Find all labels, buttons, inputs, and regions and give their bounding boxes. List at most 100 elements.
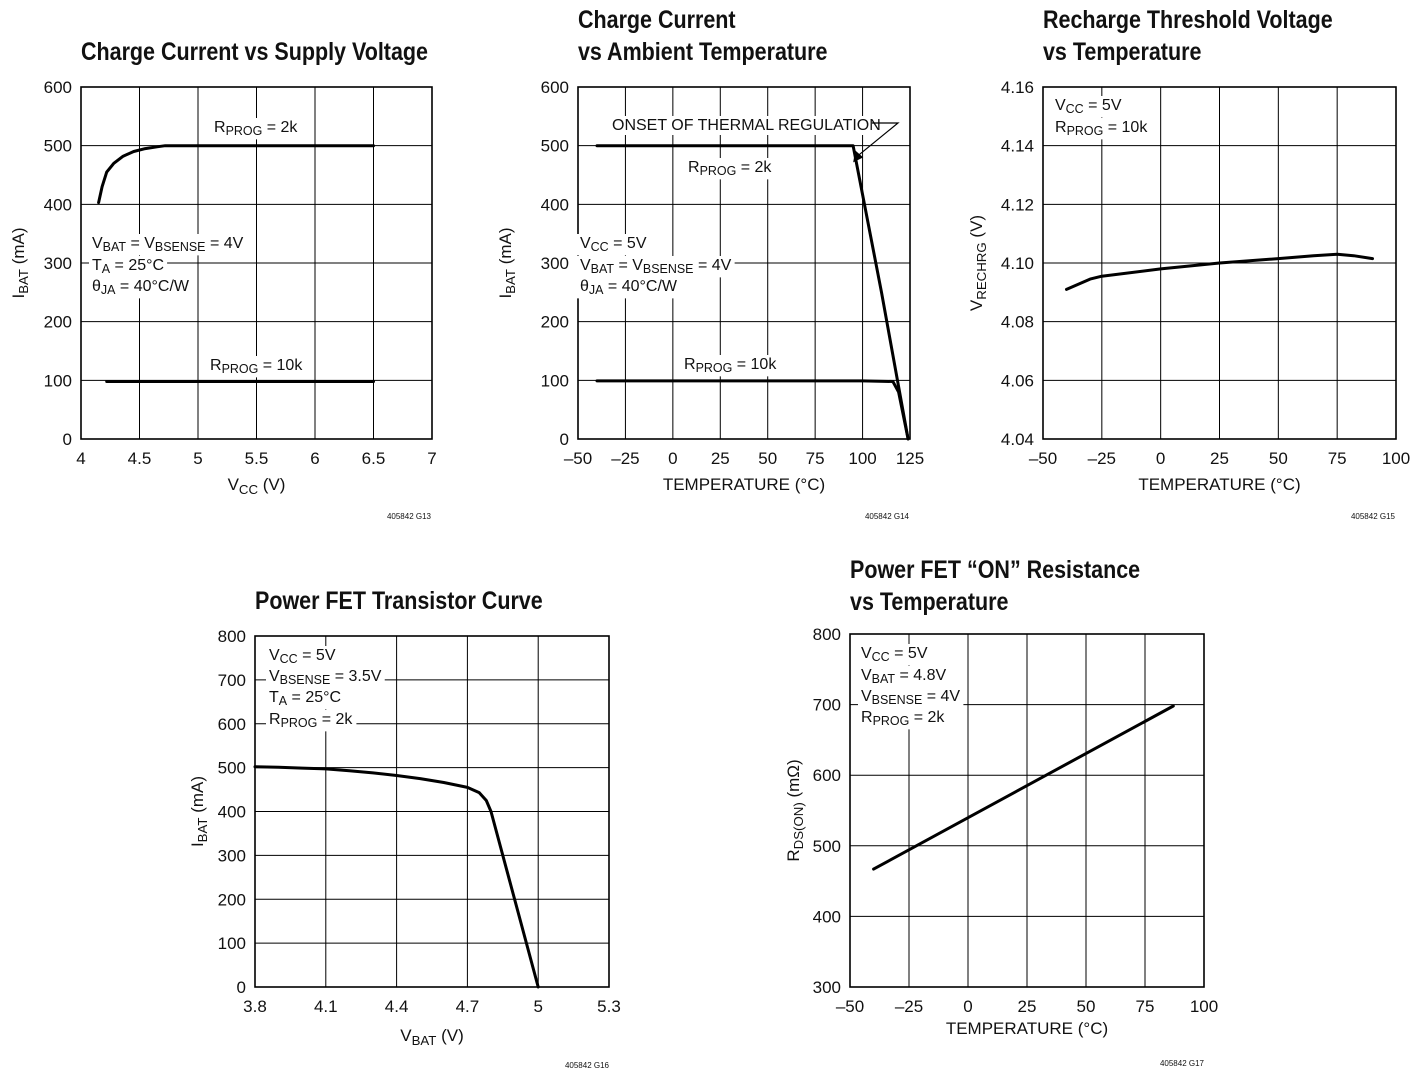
plot-frame [849,633,1205,988]
chart-g13: Charge Current vs Supply Voltage 4 4.5 5 5.5… [9,37,437,521]
x-tick-label: 6 [310,449,319,468]
chart-title: Charge Current vs Supply Voltage [81,37,428,65]
y-tick-label: 600 [813,766,841,785]
x-tick-label: 4 [76,449,85,468]
x-tick-label: 50 [1077,997,1096,1016]
x-tick-label: –50 [564,449,592,468]
y-tick-label: 0 [63,430,72,449]
chart-g14: Charge Current vs Ambient Temperature –50–… [496,5,924,521]
figure-id: 405842 G13 [387,512,432,521]
annotation: VCC = 5V [861,645,928,664]
y-tick-label: 800 [813,625,841,644]
annotation: RPROG = 2k [688,159,772,178]
series-line [253,765,540,989]
annotation: VBSENSE = 3.5V [269,668,382,687]
annotation: θJA = 40°C/W [92,278,190,297]
chart-g16: Power FET Transistor Curve 3.8 4.1 4.4 4.7 5 5… [188,586,621,1068]
y-axis-label: RDS(ON) (mΩ) [784,759,806,861]
figure-id: 405842 G15 [1351,512,1396,521]
x-tick-label: 75 [806,449,825,468]
annotation: VCC = 5V [1055,97,1122,116]
y-tick-label: 4.12 [1001,195,1034,214]
y-tick-label: 200 [218,890,246,909]
y-tick-label: 100 [541,371,569,390]
series-line [872,704,1175,871]
chart-title: vs Temperature [850,587,1008,615]
callout-leader [856,122,900,157]
annotation-backdrop [858,708,949,730]
x-tick-label: 7 [427,449,436,468]
y-tick-label: 600 [44,78,72,97]
x-tick-label: 125 [896,449,924,468]
y-tick-label: 500 [541,137,569,156]
series-line [1065,252,1374,291]
y-axis-label: IBAT (mA) [188,776,210,847]
x-tick-label: 100 [1190,997,1218,1016]
x-axis-label: VCC (V) [228,475,286,497]
x-axis-label: VBAT (V) [400,1026,464,1048]
callout-arrowhead [853,150,864,163]
y-tick-label: 400 [218,803,246,822]
x-tick-label: 4.7 [456,997,480,1016]
x-tick-label: 75 [1136,997,1155,1016]
annotation: RPROG = 2k [214,119,298,138]
y-axis-label: VRECHRG (V) [967,215,989,311]
annotation: θJA = 40°C/W [580,278,678,297]
x-tick-label: –25 [1088,449,1116,468]
y-tick-label: 0 [237,978,246,997]
y-tick-label: 4.06 [1001,371,1034,390]
annotation-backdrop [266,667,385,689]
annotation-backdrop [266,646,339,668]
annotation-backdrop [89,256,168,278]
y-tick-label: 200 [541,313,569,332]
x-tick-label: –50 [1029,449,1057,468]
annotation: TA = 25°C [269,689,341,708]
x-tick-label: –50 [836,997,864,1016]
y-tick-label: 500 [813,837,841,856]
annotation: VBAT = VBSENSE = 4V [580,257,732,276]
chart-title: Power FET “ON” Resistance [850,555,1140,583]
x-tick-label: 100 [848,449,876,468]
y-tick-label: 300 [541,254,569,273]
annotation-backdrop [211,118,302,140]
annotation: VCC = 5V [580,235,647,254]
plot-frame [254,635,610,988]
x-tick-label: 25 [1210,449,1229,468]
annotation-backdrop [858,687,964,709]
chart-title: Charge Current [578,5,736,33]
series-line [595,144,910,441]
y-tick-label: 100 [218,934,246,953]
figure-id: 405842 G17 [1160,1059,1205,1068]
y-axis-label: IBAT (mA) [496,227,518,298]
annotation-backdrop [266,688,345,710]
y-tick-label: 600 [541,78,569,97]
y-tick-label: 4.14 [1001,137,1034,156]
y-tick-label: 400 [44,195,72,214]
annotation-backdrop [858,644,931,666]
x-tick-label: 5.3 [597,997,621,1016]
x-axis-label: TEMPERATURE (°C) [663,475,825,494]
y-tick-label: 4.04 [1001,430,1034,449]
annotation-backdrop [1052,118,1152,140]
x-tick-label: 50 [1269,449,1288,468]
y-tick-label: 300 [218,846,246,865]
x-tick-label: 0 [963,997,972,1016]
y-tick-label: 400 [813,907,841,926]
x-axis-label: TEMPERATURE (°C) [946,1019,1108,1038]
annotation-backdrop [577,234,650,256]
annotation-backdrop [1052,96,1125,118]
annotation-backdrop [681,355,781,377]
annotation-backdrop [685,158,776,180]
annotation-backdrop [89,234,247,256]
figure-id: 405842 G16 [565,1061,610,1068]
x-tick-label: 100 [1382,449,1410,468]
y-tick-label: 800 [218,627,246,646]
figure-id: 405842 G14 [865,512,910,521]
annotation: RPROG = 10k [210,357,303,376]
x-tick-label: 4.5 [128,449,152,468]
chart-title: vs Ambient Temperature [578,37,828,65]
annotation: RPROG = 2k [861,709,945,728]
y-tick-label: 600 [218,715,246,734]
y-tick-label: 200 [44,313,72,332]
